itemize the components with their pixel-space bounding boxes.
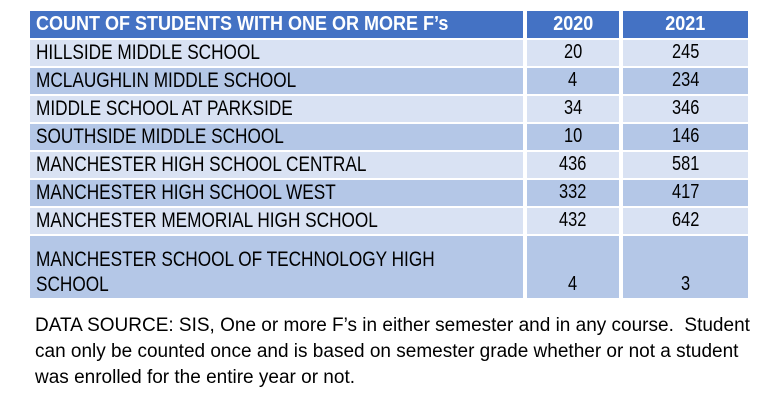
- count-2020: 4: [568, 273, 578, 295]
- count-2021: 245: [671, 41, 700, 63]
- table-row-2020-cell: 432: [527, 208, 619, 234]
- table-row-school-cell: SOUTHSIDE MIDDLE SCHOOL: [30, 124, 523, 150]
- students-with-f-table: COUNT OF STUDENTS WITH ONE OR MORE F’s 2…: [30, 11, 748, 298]
- table-row-2020-cell: 332: [527, 180, 619, 206]
- data-source-note: DATA SOURCE: SIS, One or more F’s in eit…: [35, 315, 750, 388]
- table-row-school-cell: MIDDLE SCHOOL AT PARKSIDE: [30, 96, 523, 122]
- count-2020: 436: [559, 153, 587, 175]
- count-2021: 417: [671, 181, 700, 203]
- table-row-2020-cell: 20: [527, 40, 619, 66]
- column-header-2021: 2021: [665, 13, 706, 35]
- table-row-2020-cell: 436: [527, 152, 619, 178]
- school-name: SOUTHSIDE MIDDLE SCHOOL: [36, 125, 284, 148]
- count-2021: 642: [671, 209, 700, 231]
- table-header-title-cell: COUNT OF STUDENTS WITH ONE OR MORE F’s: [30, 11, 523, 38]
- school-name: MCLAUGHLIN MIDDLE SCHOOL: [36, 69, 297, 92]
- table-row-2021-cell: 245: [623, 40, 748, 66]
- table-row-2020-cell: 4: [527, 68, 619, 94]
- table-row-2021-cell: 146: [623, 124, 748, 150]
- school-name: MANCHESTER HIGH SCHOOL CENTRAL: [36, 153, 367, 176]
- table-row-school-cell: MCLAUGHLIN MIDDLE SCHOOL: [30, 68, 523, 94]
- table-row-2020-cell: 34: [527, 96, 619, 122]
- count-2020: 432: [559, 209, 587, 231]
- table-title: COUNT OF STUDENTS WITH ONE OR MORE F’s: [36, 13, 449, 35]
- count-2021: 581: [671, 153, 700, 175]
- table-row-school-cell: HILLSIDE MIDDLE SCHOOL: [30, 40, 523, 66]
- table-row-2021-cell: 417: [623, 180, 748, 206]
- count-2020: 10: [563, 125, 583, 147]
- count-2020: 34: [563, 97, 583, 119]
- school-name: MANCHESTER SCHOOL OF TECHNOLOGY HIGH SCH…: [36, 248, 435, 296]
- school-name: MANCHESTER MEMORIAL HIGH SCHOOL: [36, 209, 378, 232]
- school-name: HILLSIDE MIDDLE SCHOOL: [36, 41, 260, 64]
- table-row-2021-cell: 234: [623, 68, 748, 94]
- count-2021: 234: [671, 69, 700, 91]
- count-2021: 346: [671, 97, 700, 119]
- count-2020: 4: [568, 69, 578, 91]
- table-row-2021-cell: 346: [623, 96, 748, 122]
- table-row-2020-cell: 4: [527, 236, 619, 298]
- count-2021: 146: [671, 125, 700, 147]
- table-row-school-cell: MANCHESTER MEMORIAL HIGH SCHOOL: [30, 208, 523, 234]
- table-row-2021-cell: 3: [623, 236, 748, 298]
- table-row-school-cell: MANCHESTER HIGH SCHOOL WEST: [30, 180, 523, 206]
- school-name: MANCHESTER HIGH SCHOOL WEST: [36, 181, 336, 204]
- school-name: MIDDLE SCHOOL AT PARKSIDE: [36, 97, 293, 120]
- table-row-school-cell: MANCHESTER SCHOOL OF TECHNOLOGY HIGH SCH…: [30, 236, 523, 298]
- table-row-2021-cell: 581: [623, 152, 748, 178]
- count-2020: 332: [559, 181, 587, 203]
- table-row-2020-cell: 10: [527, 124, 619, 150]
- count-2020: 20: [563, 41, 583, 63]
- column-header-2020: 2020: [552, 13, 594, 35]
- count-2021: 3: [680, 273, 691, 295]
- table-header-2020-cell: 2020: [527, 11, 619, 38]
- table-row-school-cell: MANCHESTER HIGH SCHOOL CENTRAL: [30, 152, 523, 178]
- table-row-2021-cell: 642: [623, 208, 748, 234]
- table-header-2021-cell: 2021: [623, 11, 748, 38]
